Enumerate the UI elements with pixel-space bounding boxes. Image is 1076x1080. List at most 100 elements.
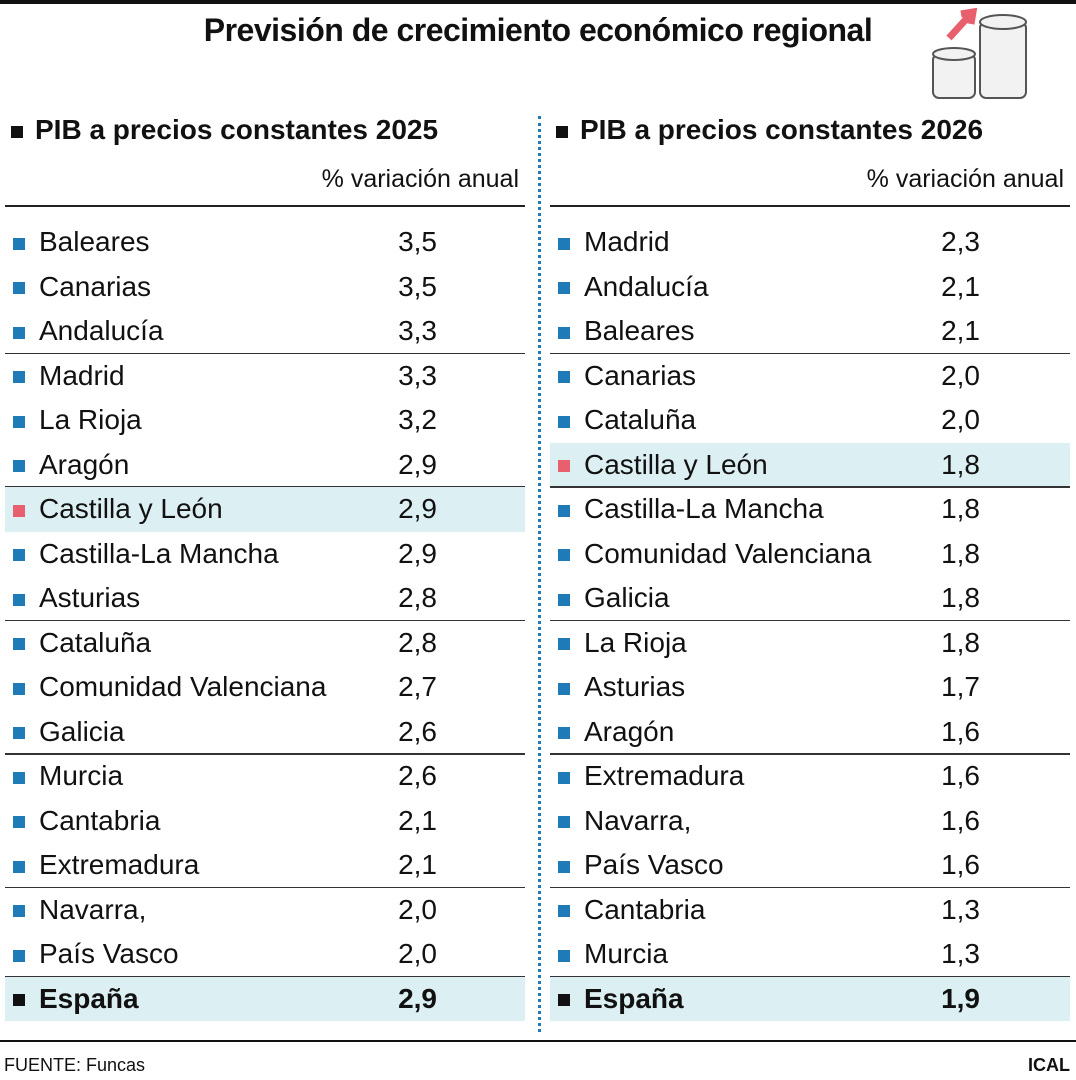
row-marker (558, 816, 570, 829)
total-row: España 2,9 (5, 976, 525, 1021)
row-marker (13, 638, 25, 651)
table-row: País Vasco 1,6 (550, 843, 1070, 888)
region-name: Extremadura (39, 849, 200, 880)
region-name: España (584, 982, 684, 1014)
row-marker (558, 326, 570, 339)
table-row: Madrid 3,3 (5, 354, 525, 399)
region-name: Asturias (39, 582, 141, 613)
region-value: 3,3 (398, 359, 437, 391)
region-name: Navarra, (584, 804, 692, 836)
row-marker (558, 949, 570, 962)
table-row: Cataluña 2,8 (5, 621, 525, 666)
region-value: 1,9 (941, 982, 980, 1014)
region-name: País Vasco (39, 938, 179, 969)
total-rule (5, 975, 525, 977)
source: FUENTE: Funcas (4, 1055, 146, 1075)
row-marker (13, 549, 25, 562)
region-name: Madrid (584, 226, 670, 257)
table-row: Castilla y León 1,8 (550, 442, 1070, 487)
table-row: Castilla y León 2,9 (5, 487, 525, 532)
region-value: 2,0 (941, 404, 980, 435)
region-value: 2,1 (941, 270, 980, 302)
region-value: 2,0 (398, 938, 437, 969)
region-value: 3,2 (398, 404, 437, 435)
region-name: Andalucía (584, 270, 709, 302)
row-marker (13, 994, 25, 1007)
region-name: España (39, 982, 139, 1014)
region-name: Baleares (584, 315, 695, 346)
region-name: La Rioja (39, 404, 142, 435)
region-value: 1,8 (941, 626, 980, 658)
row-marker (13, 460, 25, 473)
region-value: 1,7 (941, 671, 980, 702)
region-value: 1,3 (941, 938, 980, 969)
region-name: Castilla y León (39, 493, 223, 524)
table-row: Extremadura 2,1 (5, 843, 525, 888)
region-value: 2,3 (941, 226, 980, 257)
region-name: Galicia (584, 582, 670, 613)
row-marker (558, 727, 570, 740)
region-name: Madrid (39, 359, 125, 391)
table-row: La Rioja 3,2 (5, 398, 525, 443)
coins-icon (932, 8, 1027, 99)
region-name: Cataluña (39, 626, 152, 658)
heading-marker (11, 125, 23, 138)
region-value: 2,9 (398, 448, 437, 480)
region-value: 2,1 (398, 849, 437, 880)
group-rule (550, 886, 1070, 888)
region-value: 1,3 (941, 893, 980, 925)
region-name: Cataluña (584, 404, 697, 435)
region-name: País Vasco (584, 849, 724, 880)
region-name: Canarias (39, 270, 152, 302)
table-row: Andalucía 2,1 (550, 265, 1070, 310)
row-marker (13, 905, 25, 918)
region-value: 1,6 (941, 760, 980, 791)
table-row: Extremadura 1,6 (550, 754, 1070, 799)
brand: ICAL (1028, 1055, 1070, 1075)
row-marker (558, 905, 570, 918)
row-marker (13, 371, 25, 384)
region-name: Aragón (39, 448, 130, 480)
table-row: Canarias 2,0 (550, 354, 1070, 399)
region-name: Castilla y León (584, 448, 768, 480)
group-rule (5, 753, 525, 755)
region-name: Canarias (584, 359, 697, 391)
row-marker (13, 771, 25, 784)
group-rule (5, 886, 525, 888)
row-marker (13, 504, 25, 517)
region-name: Comunidad Valenciana (584, 537, 872, 569)
table-row: Asturias 2,8 (5, 576, 525, 621)
row-marker (558, 771, 570, 784)
table-row: Asturias 1,7 (550, 665, 1070, 710)
header-rule (5, 205, 525, 207)
region-value: 3,3 (398, 315, 437, 346)
row-marker (558, 638, 570, 651)
row-marker (558, 549, 570, 562)
region-value: 2,7 (398, 671, 437, 702)
row-marker (558, 593, 570, 606)
table-row: Castilla-La Mancha 2,9 (5, 532, 525, 577)
table-row: Murcia 1,3 (550, 932, 1070, 977)
table-row: Cantabria 1,3 (550, 888, 1070, 933)
region-name: Murcia (584, 938, 669, 969)
row-marker (558, 504, 570, 517)
total-rule (550, 975, 1070, 977)
table-row: Cataluña 2,0 (550, 398, 1070, 443)
region-name: Navarra, (39, 893, 147, 925)
table-row: Galicia 1,8 (550, 576, 1070, 621)
region-value: 2,0 (398, 893, 437, 925)
table-row: Comunidad Valenciana 2,7 (5, 665, 525, 710)
row-marker (558, 860, 570, 873)
region-name: La Rioja (584, 626, 687, 658)
region-value: 2,9 (398, 537, 437, 569)
region-value: 1,8 (941, 582, 980, 613)
region-name: Castilla-La Mancha (584, 493, 824, 524)
title: Previsión de crecimiento económico regio… (203, 12, 873, 48)
table-row: Navarra, 1,6 (550, 799, 1070, 844)
row-marker (558, 994, 570, 1007)
row-marker (558, 282, 570, 295)
region-value: 2,9 (398, 493, 437, 524)
bottom-rule (0, 1040, 1076, 1042)
region-value: 2,8 (398, 582, 437, 613)
region-name: Andalucía (39, 315, 164, 346)
